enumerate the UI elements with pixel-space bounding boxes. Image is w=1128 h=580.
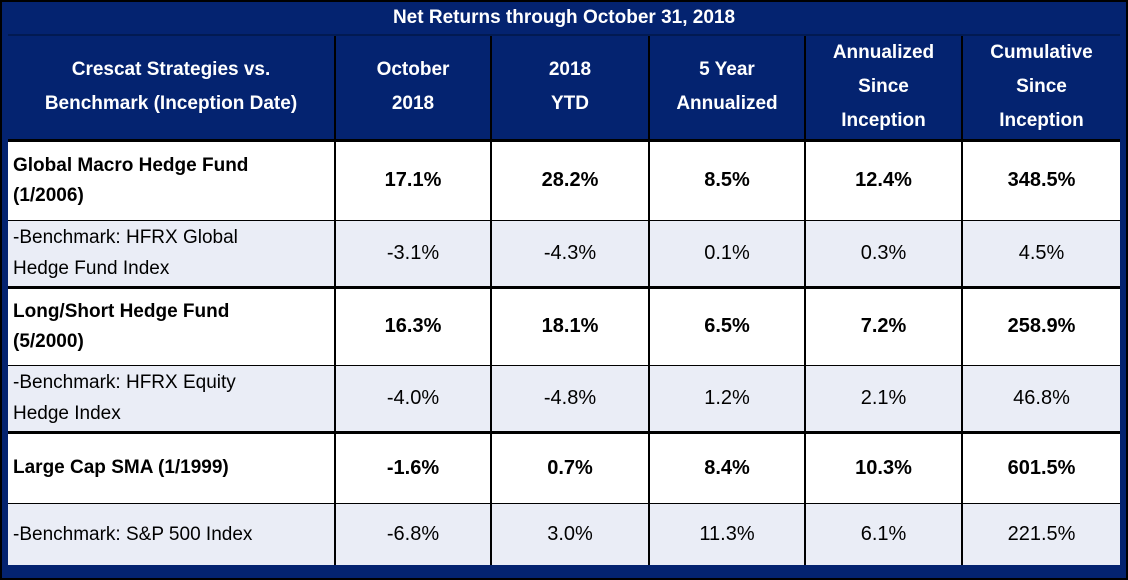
column-header-5yr-annualized: 5 Year Annualized xyxy=(648,36,805,142)
value-cell: -6.8% xyxy=(334,503,491,565)
value-cell: 17.1% xyxy=(334,140,491,221)
value-cell: 7.2% xyxy=(804,287,962,366)
value-cell: 46.8% xyxy=(961,365,1120,434)
row-label: Global Macro Hedge Fund (1/2006) xyxy=(8,140,335,221)
column-header-october-2018: October 2018 xyxy=(334,36,491,142)
value-cell: 0.7% xyxy=(490,432,649,504)
value-cell: 601.5% xyxy=(961,432,1120,504)
value-cell: 3.0% xyxy=(490,503,649,565)
value-cell: 0.1% xyxy=(648,220,805,289)
table-row-global-macro: Global Macro Hedge Fund (1/2006) 17.1% 2… xyxy=(8,140,1120,221)
table-row-long-short: Long/Short Hedge Fund (5/2000) 16.3% 18.… xyxy=(8,287,1120,366)
value-cell: 221.5% xyxy=(961,503,1120,565)
column-header-cumulative-since-inception: Cumulative Since Inception xyxy=(961,36,1120,142)
table-row-hfrx-equity: -Benchmark: HFRX Equity Hedge Index -4.0… xyxy=(8,365,1120,434)
table-title: Net Returns through October 31, 2018 xyxy=(8,2,1120,36)
value-cell: 258.9% xyxy=(961,287,1120,366)
value-cell: -1.6% xyxy=(334,432,491,504)
header-row: Crescat Strategies vs. Benchmark (Incept… xyxy=(8,36,1120,142)
value-cell: 18.1% xyxy=(490,287,649,366)
value-cell: 1.2% xyxy=(648,365,805,434)
value-cell: 4.5% xyxy=(961,220,1120,289)
value-cell: -3.1% xyxy=(334,220,491,289)
column-header-annualized-since-inception: Annualized Since Inception xyxy=(804,36,962,142)
row-label: Large Cap SMA (1/1999) xyxy=(8,432,335,504)
value-cell: -4.8% xyxy=(490,365,649,434)
table-row-hfrx-global: -Benchmark: HFRX Global Hedge Fund Index… xyxy=(8,220,1120,289)
value-cell: 12.4% xyxy=(804,140,962,221)
returns-table: Crescat Strategies vs. Benchmark (Incept… xyxy=(8,36,1120,565)
row-label: Long/Short Hedge Fund (5/2000) xyxy=(8,287,335,366)
value-cell: 16.3% xyxy=(334,287,491,366)
column-header-strategies: Crescat Strategies vs. Benchmark (Incept… xyxy=(8,36,335,142)
row-label: -Benchmark: S&P 500 Index xyxy=(8,503,335,565)
value-cell: 348.5% xyxy=(961,140,1120,221)
value-cell: 28.2% xyxy=(490,140,649,221)
value-cell: 10.3% xyxy=(804,432,962,504)
value-cell: -4.0% xyxy=(334,365,491,434)
value-cell: -4.3% xyxy=(490,220,649,289)
value-cell: 6.5% xyxy=(648,287,805,366)
value-cell: 8.4% xyxy=(648,432,805,504)
row-label: -Benchmark: HFRX Global Hedge Fund Index xyxy=(8,220,335,289)
value-cell: 8.5% xyxy=(648,140,805,221)
table-row-sp500: -Benchmark: S&P 500 Index -6.8% 3.0% 11.… xyxy=(8,503,1120,565)
value-cell: 0.3% xyxy=(804,220,962,289)
column-header-2018-ytd: 2018 YTD xyxy=(490,36,649,142)
value-cell: 6.1% xyxy=(804,503,962,565)
value-cell: 2.1% xyxy=(804,365,962,434)
value-cell: 11.3% xyxy=(648,503,805,565)
table-row-large-cap-sma: Large Cap SMA (1/1999) -1.6% 0.7% 8.4% 1… xyxy=(8,432,1120,504)
row-label: -Benchmark: HFRX Equity Hedge Index xyxy=(8,365,335,434)
